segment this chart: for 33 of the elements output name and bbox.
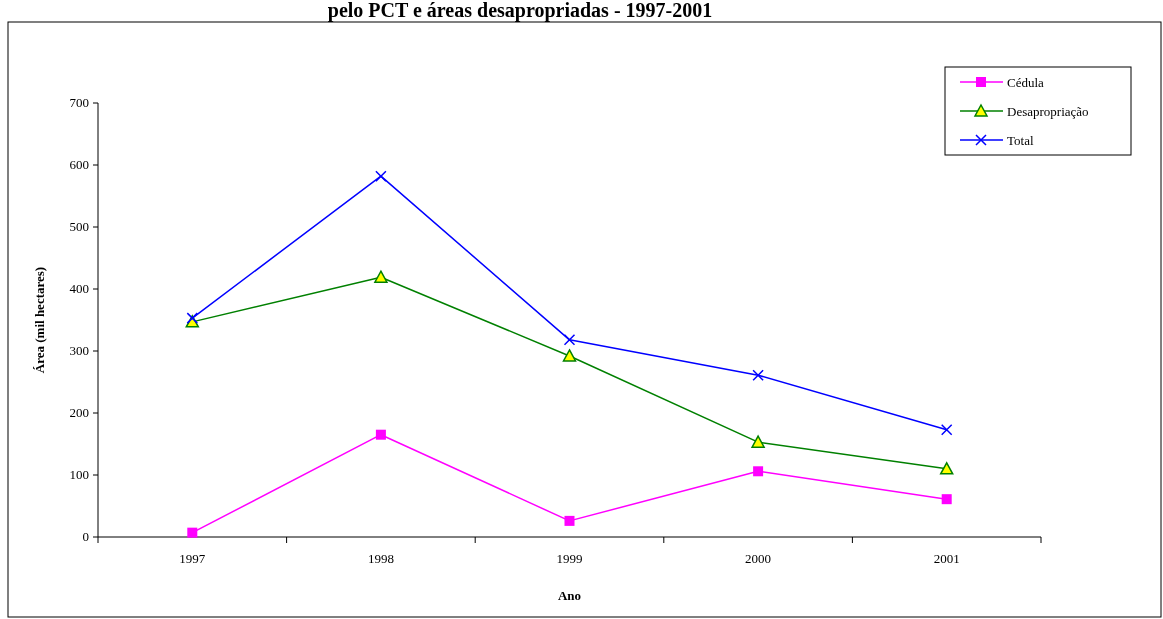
chart-title: pelo PCT e áreas desapropriadas - 1997-2001 — [327, 0, 713, 22]
y-tick-label: 100 — [69, 467, 89, 482]
y-tick-label: 700 — [69, 95, 89, 110]
point — [375, 170, 387, 182]
x-tick-label: 1997 — [179, 551, 206, 566]
y-tick-label: 200 — [69, 405, 89, 420]
point — [187, 527, 198, 538]
x-axis-title: Ano — [557, 588, 582, 603]
legend-label: Desapropriação — [1007, 104, 1089, 119]
point — [186, 312, 199, 324]
point — [753, 466, 764, 477]
point — [562, 349, 577, 362]
point — [940, 423, 953, 436]
point — [751, 435, 765, 448]
point — [939, 462, 954, 475]
y-tick-label: 500 — [69, 219, 89, 234]
y-tick-label: 400 — [69, 281, 89, 296]
point — [941, 494, 952, 505]
y-tick-label: 0 — [82, 529, 89, 544]
x-tick-label: 1999 — [556, 551, 583, 566]
legend-label: Cédula — [1007, 75, 1045, 90]
x-tick-label: 2001 — [933, 551, 960, 566]
point — [563, 334, 576, 346]
point — [374, 270, 388, 283]
x-tick-label: 2000 — [745, 551, 772, 566]
x-tick-label: 1998 — [367, 551, 394, 566]
point — [564, 515, 575, 526]
y-axis-title: Área (mil hectares) — [32, 266, 47, 374]
legend-label: Total — [1007, 133, 1034, 148]
point — [752, 369, 764, 381]
y-tick-label: 600 — [69, 157, 89, 172]
y-tick-label: 300 — [69, 343, 89, 358]
point — [375, 429, 386, 440]
